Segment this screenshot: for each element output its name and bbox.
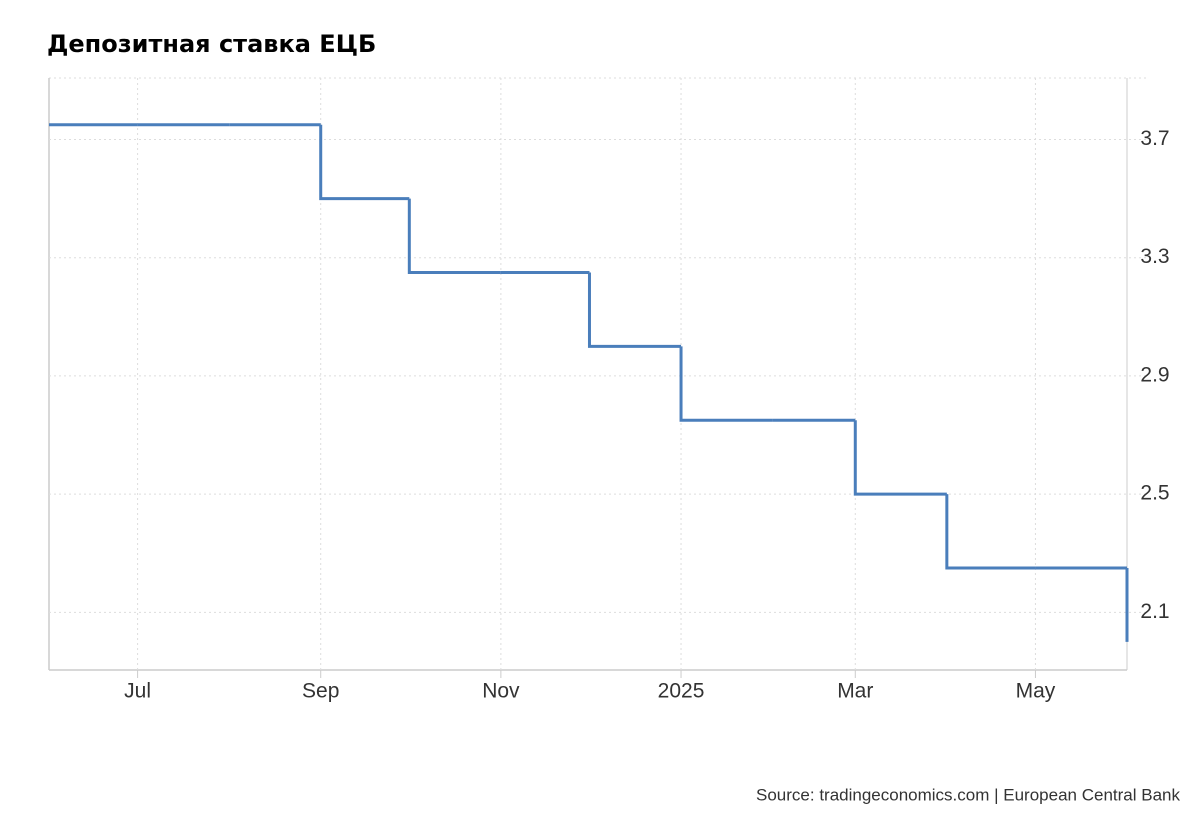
line-step	[853, 420, 947, 496]
x-tick-label: Jul	[124, 680, 151, 703]
x-tick-label: 2025	[658, 680, 705, 703]
source-note: Source: tradingeconomics.com | European …	[756, 785, 1180, 804]
y-tick-label: 3.3	[1140, 245, 1169, 268]
x-tick-label: Nov	[482, 680, 520, 703]
y-tick-label: 2.1	[1140, 600, 1169, 623]
line-step	[587, 272, 682, 348]
chart-title: Депозитная ставка ЕЦБ	[47, 30, 376, 58]
line-step	[407, 198, 501, 274]
y-tick-label: 3.7	[1140, 127, 1169, 150]
line-step	[319, 124, 410, 201]
line-step	[945, 494, 1036, 570]
x-tick-label: Sep	[302, 680, 339, 703]
y-tick-label: 2.9	[1140, 363, 1169, 386]
line-step	[679, 346, 773, 422]
x-tick-label: May	[1016, 680, 1056, 703]
y-tick-label: 2.5	[1140, 482, 1169, 505]
x-tick-label: Mar	[837, 680, 873, 703]
